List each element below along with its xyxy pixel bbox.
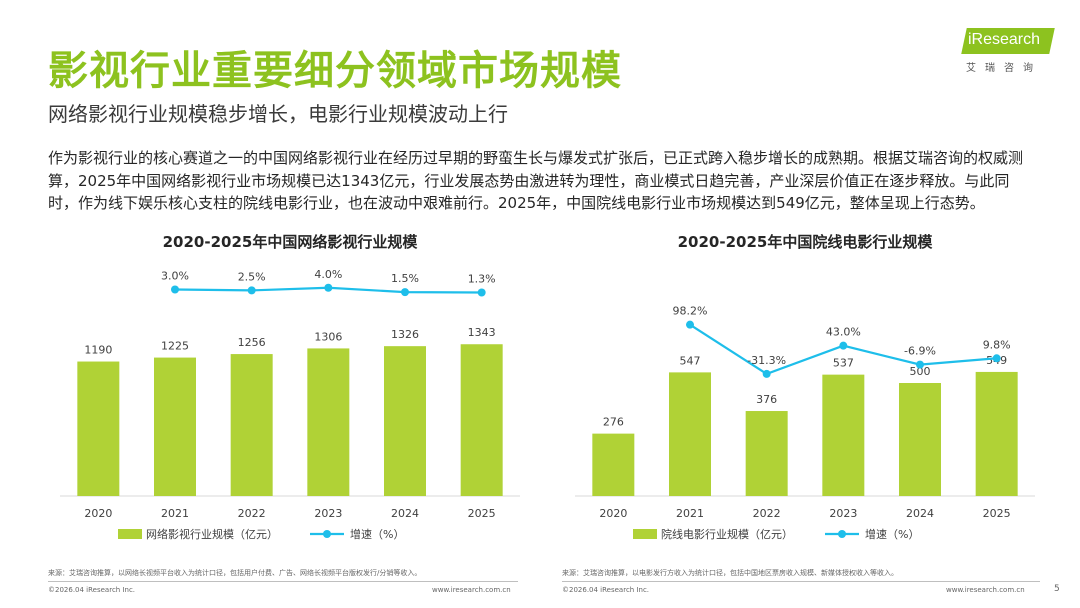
cinema-growth-point-2022 bbox=[762, 369, 771, 378]
cinema-bar-2021 bbox=[669, 372, 711, 496]
source-note-left: 来源：艾瑞咨询推算，以网络长视频平台收入为统计口径，包括用户付费、广告、网络长视… bbox=[48, 569, 422, 577]
cinema-bar-label-2021: 547 bbox=[680, 354, 701, 367]
online-video-x-tick-2021: 2021 bbox=[161, 507, 189, 520]
cinema-x-tick-2023: 2023 bbox=[829, 507, 857, 520]
page-title: 影视行业重要细分领域市场规模 bbox=[48, 48, 622, 94]
online-video-growth-label-2021: 3.0% bbox=[161, 270, 189, 283]
chart-online-video-svg: 2020-2025年中国网络影视行业规模 1190 2020 1225 2021 1256… bbox=[60, 233, 520, 541]
footer-divider-left bbox=[48, 581, 518, 582]
footer-copyright-left: ©2026.04 iResearch Inc. bbox=[48, 586, 136, 594]
cinema-growth-label-2025: 9.8% bbox=[983, 338, 1011, 351]
online-video-bar-2023 bbox=[307, 348, 350, 496]
footer-website-right: www.iresearch.com.cn bbox=[946, 586, 1025, 594]
cinema-growth-label-2021: 98.2% bbox=[673, 305, 708, 318]
online-video-growth-label-2022: 2.5% bbox=[238, 270, 266, 283]
cinema-legend-line-label: 增速（%） bbox=[865, 527, 919, 541]
cinema-x-tick-2022: 2022 bbox=[753, 507, 781, 520]
online-video-bar-2025 bbox=[460, 344, 503, 496]
cinema-legend-bar-label: 院线电影行业规模（亿元） bbox=[661, 527, 793, 541]
online-video-growth-point-2022 bbox=[247, 286, 256, 295]
footer-website-left: www.iresearch.com.cn bbox=[432, 586, 511, 594]
cinema-x-tick-2020: 2020 bbox=[599, 507, 627, 520]
online-video-bar-label-2024: 1326 bbox=[391, 328, 419, 341]
online-video-growth-point-2024 bbox=[401, 288, 409, 297]
cinema-growth-label-2023: 43.0% bbox=[826, 326, 861, 339]
online-video-bar-2021 bbox=[154, 357, 196, 496]
online-video-bar-label-2023: 1306 bbox=[314, 330, 342, 343]
source-note-right: 来源：艾瑞咨询推算，以电影发行方收入为统计口径，包括中国地区票房收入规模、新媒体… bbox=[562, 569, 898, 577]
online-video-growth-label-2023: 4.0% bbox=[314, 268, 342, 281]
footer-divider-right bbox=[562, 581, 1040, 582]
cinema-legend-line-marker bbox=[838, 530, 846, 538]
cinema-x-tick-2024: 2024 bbox=[906, 507, 934, 520]
online-video-legend-bar-label: 网络影视行业规模（亿元） bbox=[146, 527, 278, 541]
online-video-title: 2020-2025年中国网络影视行业规模 bbox=[163, 233, 419, 251]
cinema-bar-2020 bbox=[592, 433, 635, 496]
cinema-bar-2025 bbox=[975, 371, 1018, 496]
online-video-x-tick-2023: 2023 bbox=[314, 507, 342, 520]
online-video-growth-label-2025: 1.3% bbox=[468, 272, 496, 285]
online-video-bar-2022 bbox=[230, 354, 273, 496]
online-video-growth-point-2021 bbox=[171, 285, 179, 294]
online-video-bar-label-2025: 1343 bbox=[468, 326, 496, 339]
online-video-bar-label-2022: 1256 bbox=[238, 336, 266, 349]
cinema-growth-label-2022: -31.3% bbox=[747, 354, 786, 367]
cinema-title: 2020-2025年中国院线电影行业规模 bbox=[678, 233, 934, 251]
chart-cinema: 2020-2025年中国院线电影行业规模 276 2020 547 2021 376 202… bbox=[555, 230, 1055, 560]
online-video-x-tick-2025: 2025 bbox=[468, 507, 496, 520]
cinema-growth-point-2023 bbox=[839, 341, 848, 350]
cinema-bar-2024 bbox=[899, 383, 941, 496]
online-video-legend-line-label: 增速（%） bbox=[350, 527, 404, 541]
cinema-bar-label-2022: 376 bbox=[756, 393, 777, 406]
cinema-growth-label-2024: -6.9% bbox=[904, 345, 936, 358]
online-video-bar-2020 bbox=[77, 361, 120, 496]
cinema-bar-2022 bbox=[745, 411, 788, 496]
online-video-x-tick-2022: 2022 bbox=[238, 507, 266, 520]
cinema-growth-point-2024 bbox=[916, 360, 924, 369]
cinema-bar-label-2024: 500 bbox=[910, 365, 931, 378]
page-number: 5 bbox=[1054, 584, 1060, 594]
cinema-growth-point-2025 bbox=[992, 354, 1001, 363]
footer-copyright-right: ©2026.04 iResearch Inc. bbox=[562, 586, 650, 594]
cinema-bar-label-2023: 537 bbox=[833, 357, 854, 370]
online-video-x-tick-2020: 2020 bbox=[84, 507, 112, 520]
logo-subtext: 艾瑞咨询 bbox=[966, 63, 1042, 74]
online-video-legend-line-marker bbox=[323, 530, 331, 538]
online-video-bar-2024 bbox=[384, 346, 426, 496]
logo-text: iResearch bbox=[968, 31, 1041, 48]
online-video-growth-label-2024: 1.5% bbox=[391, 272, 419, 285]
online-video-x-tick-2024: 2024 bbox=[391, 507, 419, 520]
chart-online-video: 2020-2025年中国网络影视行业规模 1190 2020 1225 2021 1256… bbox=[40, 230, 540, 560]
cinema-growth-point-2021 bbox=[686, 320, 694, 329]
online-video-bar-label-2020: 1190 bbox=[84, 344, 112, 357]
body-paragraph: 作为影视行业的核心赛道之一的中国网络影视行业在经历过早期的野蛮生长与爆发式扩张后… bbox=[48, 149, 1024, 212]
page-subtitle: 网络影视行业规模稳步增长，电影行业规模波动上行 bbox=[48, 102, 508, 126]
cinema-x-tick-2021: 2021 bbox=[676, 507, 704, 520]
cinema-legend-bar-swatch bbox=[633, 529, 657, 539]
cinema-bar-2023 bbox=[822, 374, 865, 496]
online-video-bar-label-2021: 1225 bbox=[161, 340, 189, 353]
cinema-x-tick-2025: 2025 bbox=[983, 507, 1011, 520]
online-video-growth-point-2025 bbox=[477, 288, 486, 297]
online-video-legend-bar-swatch bbox=[118, 529, 142, 539]
chart-cinema-svg: 2020-2025年中国院线电影行业规模 276 2020 547 2021 376 202… bbox=[575, 233, 1035, 541]
iresearch-logo: iResearch 艾瑞咨询 bbox=[960, 28, 1056, 78]
cinema-bar-label-2020: 276 bbox=[603, 416, 624, 429]
online-video-growth-point-2023 bbox=[324, 283, 333, 292]
